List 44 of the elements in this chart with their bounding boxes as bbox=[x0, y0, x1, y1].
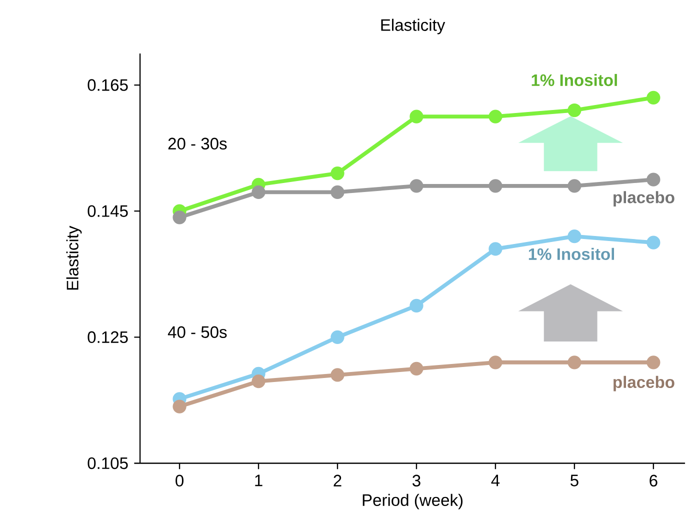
point bbox=[488, 178, 502, 193]
series-label: 1% Inositol bbox=[528, 248, 614, 260]
y-axis-title: Elasticity bbox=[66, 226, 82, 290]
point bbox=[410, 110, 424, 124]
x-tick-label: 3 bbox=[412, 474, 420, 486]
x-tick-label: 0 bbox=[176, 474, 184, 486]
y-tick-label: 0.165 bbox=[88, 79, 128, 91]
point bbox=[330, 368, 344, 382]
point bbox=[568, 229, 582, 243]
series-label: 1% Inositol bbox=[532, 74, 617, 86]
point bbox=[410, 298, 424, 312]
point bbox=[252, 185, 266, 199]
point bbox=[646, 236, 660, 250]
x-axis-title: Period (week) bbox=[362, 494, 463, 510]
x-tick-label: 1 bbox=[255, 474, 262, 486]
point bbox=[252, 374, 266, 388]
x-tick-label: 6 bbox=[650, 474, 658, 486]
point bbox=[330, 185, 344, 199]
point bbox=[172, 210, 186, 224]
y-tick-label: 0.125 bbox=[88, 331, 128, 343]
point bbox=[488, 242, 502, 256]
point bbox=[646, 90, 660, 104]
point bbox=[410, 178, 424, 193]
x-tick-label: 5 bbox=[570, 474, 578, 486]
point bbox=[646, 355, 660, 370]
y-tick-label: 0.145 bbox=[88, 205, 128, 217]
y-tick-label: 0.105 bbox=[88, 457, 128, 469]
point bbox=[568, 178, 582, 193]
series-label: placebo bbox=[614, 376, 674, 392]
point bbox=[330, 330, 344, 344]
point bbox=[330, 166, 344, 180]
point bbox=[568, 355, 582, 370]
series-label: placebo bbox=[614, 190, 674, 206]
x-tick-label: 2 bbox=[334, 474, 342, 486]
annotation: 40 - 50s bbox=[168, 326, 227, 338]
point bbox=[172, 400, 186, 414]
chart-title: Elasticity bbox=[381, 18, 446, 34]
point bbox=[568, 103, 582, 117]
x-tick-label: 4 bbox=[491, 474, 500, 486]
point bbox=[488, 110, 502, 124]
point bbox=[410, 362, 424, 376]
annotation: 20 - 30s bbox=[168, 138, 227, 150]
point bbox=[488, 355, 502, 370]
point bbox=[646, 172, 660, 186]
